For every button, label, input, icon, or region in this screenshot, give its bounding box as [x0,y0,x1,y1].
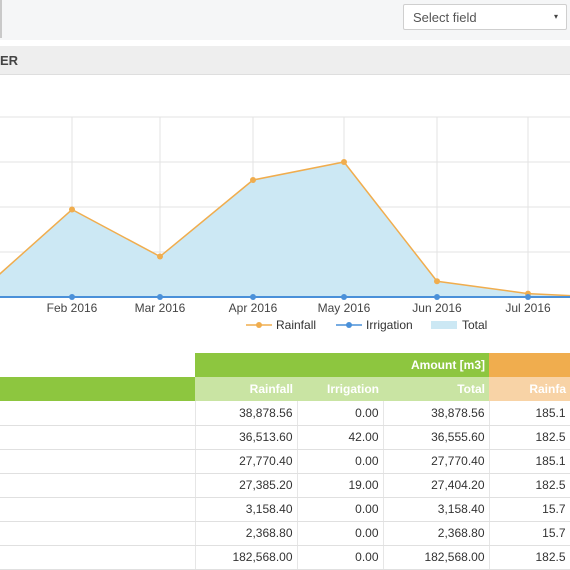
legend-irrigation-marker [346,322,352,328]
cell-rainfall: 3,158.40 [195,497,298,522]
column-header-irrigation[interactable]: Irrigation [297,377,383,401]
amount-group-header: Amount [m3] [195,353,490,377]
cell-rainfall: 27,385.20 [195,473,298,498]
table-row: 38,878.56 0.00 38,878.56 185.1 [0,401,570,426]
cell-total: 3,158.40 [383,497,490,522]
cell-irrigation: 19.00 [297,473,384,498]
table-row: 36,513.60 42.00 36,555.60 182.5 [0,425,570,450]
rainfall-point [341,159,347,165]
table-row: 27,385.20 19.00 27,404.20 182.5 [0,473,570,498]
rainfall-point [157,253,163,260]
cell-total: 27,770.40 [383,449,490,474]
orange-group-header [489,353,570,377]
cell-irrigation: 0.00 [297,545,384,570]
cell-extra: 15.7 [489,521,570,546]
legend-total-swatch [431,321,457,329]
cell-first [0,521,196,546]
irrigation-point [69,294,75,300]
cell-extra: 185.1 [489,401,570,426]
cell-irrigation: 0.00 [297,521,384,546]
irrigation-point [525,294,531,300]
cell-rainfall: 182,568.00 [195,545,298,570]
table-column-header-row: Rainfall Irrigation Total Rainfa [0,377,570,401]
field-select-label: Select field [413,10,477,25]
column-header-total[interactable]: Total [383,377,490,401]
chart-legend: Rainfall Irrigation Total [246,318,487,332]
cell-irrigation: 0.00 [297,497,384,522]
panel-title: ER [0,53,19,68]
cell-extra: 185.1 [489,449,570,474]
rainfall-point [250,177,256,183]
field-select[interactable]: Select field ▾ [403,4,567,30]
water-chart: Feb 2016 Mar 2016 Apr 2016 May 2016 Jun 2016… [0,116,570,332]
cell-total: 182,568.00 [383,545,490,570]
cell-rainfall: 27,770.40 [195,449,298,474]
cell-rainfall: 38,878.56 [195,401,298,426]
x-tick-label: Apr 2016 [229,301,278,315]
legend-rainfall-marker [256,322,262,328]
x-tick-label: Jun 2016 [412,301,462,315]
cell-first [0,449,196,474]
cell-irrigation: 0.00 [297,449,384,474]
panel-header: ER [0,46,570,75]
rainfall-point [69,206,75,213]
column-header-rainfall-2[interactable]: Rainfa [489,377,570,401]
top-toolbar: Select field ▾ [0,0,570,40]
table-group-header-row: Amount [m3] [0,353,570,377]
cell-total: 36,555.60 [383,425,490,450]
cell-irrigation: 0.00 [297,401,384,426]
table-header-spacer [0,353,195,377]
cell-first [0,473,196,498]
irrigation-point [250,294,256,300]
cell-first [0,497,196,522]
table-row: 2,368.80 0.00 2,368.80 15.7 [0,521,570,546]
series-total-area [0,162,570,297]
table-row: 3,158.40 0.00 3,158.40 15.7 [0,497,570,522]
amount-table: Amount [m3] Rainfall Irrigation Total Ra… [0,353,570,570]
cell-extra: 182.5 [489,425,570,450]
cell-first [0,401,196,426]
legend-irrigation: Irrigation [366,318,413,332]
table-row: 182,568.00 0.00 182,568.00 182.5 [0,545,570,570]
legend-total: Total [462,318,487,332]
cell-first [0,545,196,570]
x-tick-label: Mar 2016 [135,301,186,315]
x-tick-label: May 2016 [318,301,371,315]
irrigation-point [341,294,347,300]
legend-rainfall: Rainfall [276,318,316,332]
table-row: 27,770.40 0.00 27,770.40 185.1 [0,449,570,474]
cell-extra: 182.5 [489,545,570,570]
cell-extra: 15.7 [489,497,570,522]
series-rainfall-line [0,161,570,297]
irrigation-point [434,294,440,300]
x-tick-label: Jul 2016 [505,301,551,315]
table-header-first [0,377,195,401]
cell-irrigation: 42.00 [297,425,384,450]
toolbar-edge [0,0,2,38]
cell-first [0,425,196,450]
cell-total: 2,368.80 [383,521,490,546]
column-header-rainfall[interactable]: Rainfall [195,377,297,401]
irrigation-point [157,294,163,300]
cell-rainfall: 2,368.80 [195,521,298,546]
cell-extra: 182.5 [489,473,570,498]
cell-rainfall: 36,513.60 [195,425,298,450]
cell-total: 27,404.20 [383,473,490,498]
cell-total: 38,878.56 [383,401,490,426]
chevron-down-icon: ▾ [553,12,558,21]
rainfall-point [434,278,440,285]
x-tick-label: Feb 2016 [47,301,98,315]
